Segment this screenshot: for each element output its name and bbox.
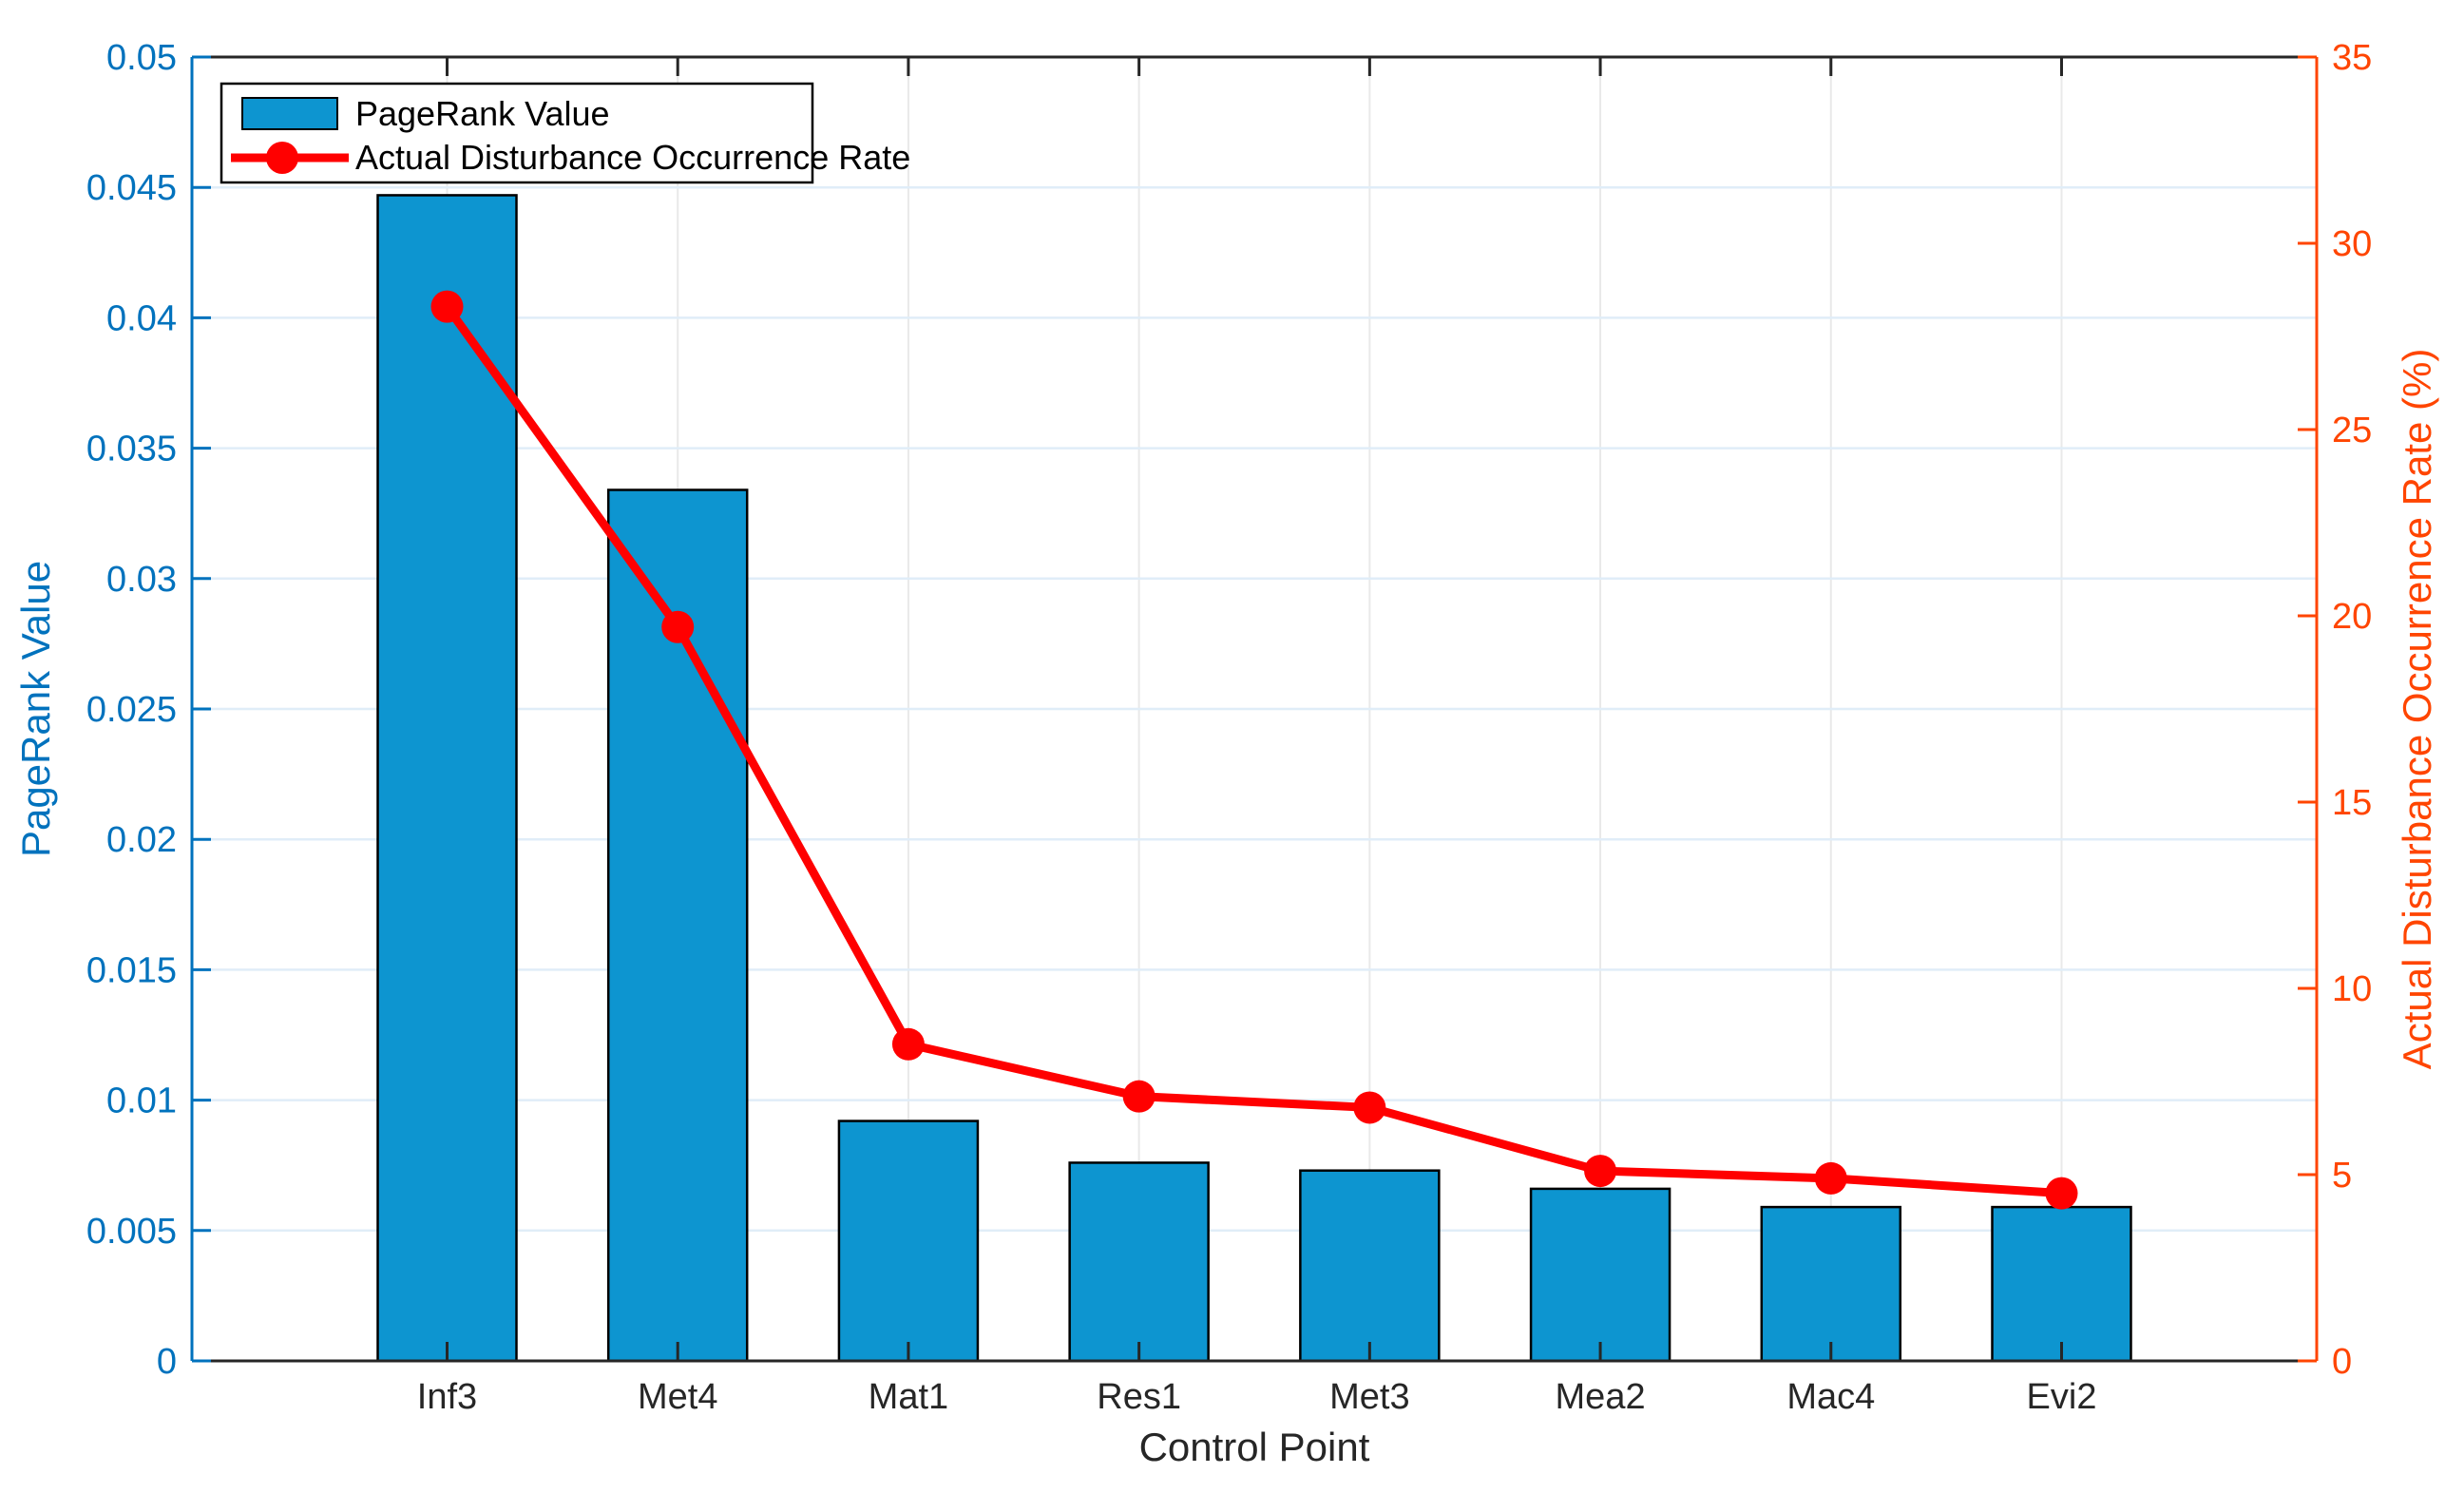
bar-Res1[interactable]	[1068, 1161, 1210, 1363]
left-tick-label: 0.005	[86, 1212, 177, 1252]
line-series	[430, 290, 2078, 1210]
bar-Met3[interactable]	[1299, 1169, 1441, 1363]
bar-Mat1[interactable]	[837, 1120, 980, 1363]
legend[interactable]: PageRank Value Actual Disturbance Occurr…	[220, 82, 910, 184]
x-tick-label-Evi2: Evi2	[2027, 1377, 2097, 1417]
x-tick-label-Met3: Met3	[1329, 1377, 1409, 1417]
right-tick-label: 10	[2332, 969, 2372, 1009]
axes-and-ticks	[190, 55, 2319, 1363]
bar-Mea2[interactable]	[1529, 1187, 1671, 1363]
left-tick-label: 0.01	[106, 1081, 177, 1121]
legend-bar-swatch	[241, 97, 338, 130]
right-tick-label: 30	[2332, 224, 2372, 264]
x-tick-label-Mat1: Mat1	[869, 1377, 948, 1417]
x-axis-title: Control Point	[1139, 1425, 1370, 1469]
gridlines	[192, 57, 2317, 1361]
left-tick-labels: 0 0.005 0.01 0.015 0.02 0.025 0.03 0.035 0.04 0.0…	[86, 38, 177, 1382]
bar-series	[376, 194, 2132, 1363]
line-marker-Mac4[interactable]	[1814, 1161, 1847, 1195]
left-tick-label: 0.045	[86, 168, 177, 208]
left-tick-label: 0.05	[106, 38, 177, 78]
left-tick-label: 0.025	[86, 690, 177, 730]
right-tick-label: 25	[2332, 411, 2372, 450]
left-axis-title: PageRank Value	[13, 561, 58, 857]
x-tick-label-Met4: Met4	[638, 1377, 717, 1417]
line-marker-Met3[interactable]	[1353, 1091, 1386, 1124]
bar-Inf3[interactable]	[376, 194, 518, 1363]
left-tick-label: 0.035	[86, 430, 177, 469]
left-tick-label: 0.03	[106, 560, 177, 600]
x-tick-label-Res1: Res1	[1097, 1377, 1181, 1417]
x-tick-label-Mac4: Mac4	[1786, 1377, 1875, 1417]
right-tick-label: 35	[2332, 38, 2372, 78]
right-axis-title: Actual Disturbance Occurrence Rate (%)	[2395, 349, 2439, 1070]
legend-entry-disturbance: Actual Disturbance Occurrence Rate	[355, 138, 910, 177]
line-marker-Mat1[interactable]	[891, 1027, 925, 1061]
bar-Evi2[interactable]	[1991, 1205, 2132, 1363]
line-marker-Mea2[interactable]	[1584, 1155, 1617, 1188]
x-tick-labels: Inf3 Met4 Mat1 Res1 Met3 Mea2 Mac4 Evi2	[417, 1377, 2097, 1417]
right-tick-label: 15	[2332, 783, 2372, 823]
legend-marker-icon	[266, 142, 298, 174]
legend-entry-pagerank: PageRank Value	[355, 94, 610, 133]
bar-Mac4[interactable]	[1760, 1205, 1902, 1363]
left-tick-label: 0.015	[86, 950, 177, 990]
left-tick-label: 0.02	[106, 820, 177, 860]
x-tick-label-Mea2: Mea2	[1556, 1377, 1646, 1417]
right-tick-label: 0	[2332, 1342, 2352, 1382]
x-tick-label-Inf3: Inf3	[417, 1377, 477, 1417]
left-tick-label: 0	[157, 1342, 177, 1382]
line-marker-Inf3[interactable]	[430, 290, 464, 323]
right-tick-label: 20	[2332, 597, 2372, 637]
line-marker-Res1[interactable]	[1122, 1080, 1156, 1113]
right-tick-labels: 0 5 10 15 20 25 30 35	[2332, 38, 2372, 1382]
line-marker-Evi2[interactable]	[2045, 1177, 2078, 1210]
disturbance-line	[443, 304, 2062, 1198]
left-tick-label: 0.04	[106, 298, 177, 338]
line-marker-Met4[interactable]	[661, 610, 695, 643]
right-tick-label: 5	[2332, 1156, 2352, 1196]
